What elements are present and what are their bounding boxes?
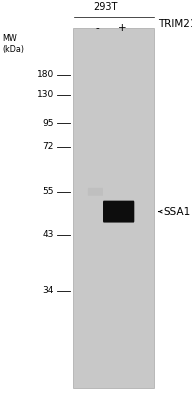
Text: TRIM21: TRIM21 [158,19,192,29]
Text: 34: 34 [42,286,54,295]
Text: -: - [95,23,99,33]
Text: 43: 43 [42,230,54,240]
Text: 293T: 293T [94,2,118,12]
Text: 72: 72 [42,142,54,151]
FancyBboxPatch shape [88,188,103,196]
Bar [73,28,154,388]
Text: 55: 55 [42,187,54,196]
Text: +: + [118,23,126,33]
Text: 180: 180 [36,70,54,79]
Text: 95: 95 [42,119,54,128]
Text: MW
(kDa): MW (kDa) [2,34,24,54]
FancyBboxPatch shape [103,201,134,222]
Text: SSA1: SSA1 [163,207,190,217]
Text: 130: 130 [36,90,54,99]
